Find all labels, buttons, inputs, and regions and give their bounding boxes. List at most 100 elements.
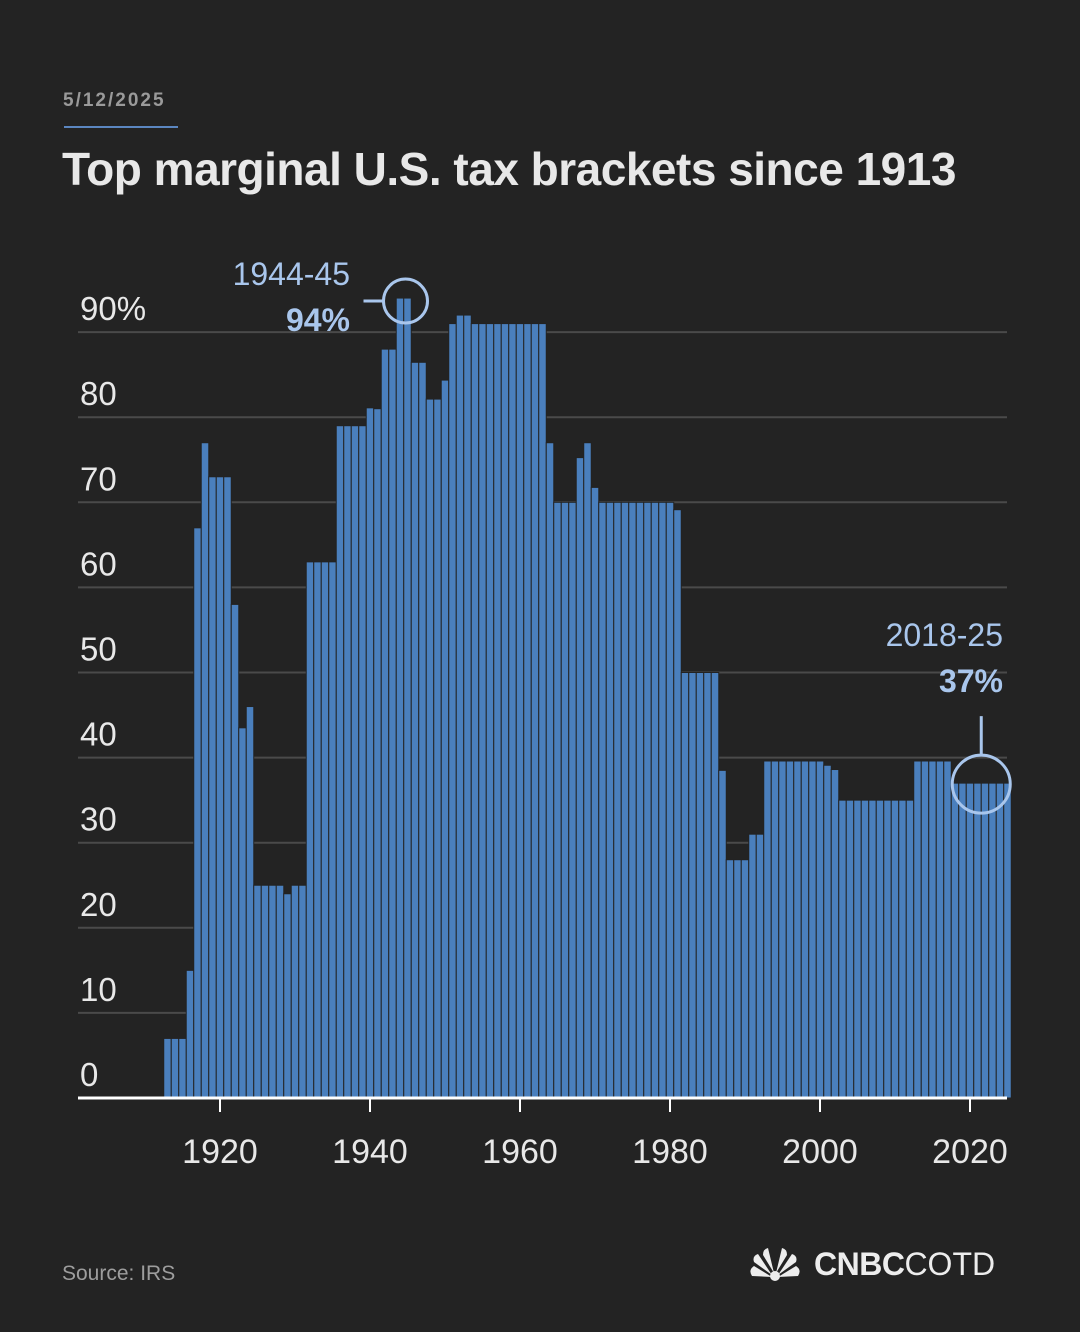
brand-cnbc: CNBC [814,1245,905,1282]
bar-1946 [410,361,420,1099]
bar-2022 [980,782,990,1099]
bar-1949 [433,398,442,1099]
bar-1924 [245,706,255,1099]
bar-1993 [763,760,772,1099]
bar-1988 [725,859,735,1099]
bar-1973 [613,501,622,1099]
bar-1968 [575,457,585,1099]
bar-1927 [268,884,277,1099]
bars [163,297,1012,1099]
bar-1930 [290,884,300,1099]
bar-1970 [590,486,600,1099]
y-tick-label-80: 80 [80,375,117,412]
bar-1959 [508,323,517,1099]
bar-1948 [425,398,435,1099]
bar-1958 [500,323,510,1099]
bar-1982 [680,672,690,1099]
bar-2013 [913,760,922,1099]
x-tick-label-2000: 2000 [782,1133,858,1171]
bar-1928 [275,884,285,1099]
bar-1977 [643,501,652,1099]
bar-1943 [388,348,397,1099]
y-tick-label-40: 40 [80,716,117,753]
bar-1918 [200,442,210,1099]
bar-1997 [793,760,802,1099]
bar-2021 [973,782,982,1099]
y-axis-ticks: 0 10 20 30 40 50 60 70 80 90% [80,290,146,1093]
annotations: 1944-45 94% 2018-25 37% [233,256,1012,815]
bar-2006 [860,799,870,1099]
bar-2010 [890,799,900,1099]
bar-2000 [815,760,825,1099]
bar-1952 [455,314,465,1099]
bar-2005 [853,799,862,1099]
bar-1963 [538,323,547,1099]
bar-1954 [470,323,480,1099]
date-label: 5/12/2025 [63,90,166,111]
bar-2003 [838,799,847,1099]
brand-cotd: COTD [904,1245,996,1282]
bar-1953 [463,314,472,1099]
bar-1936 [335,425,345,1099]
bar-2001 [823,764,832,1099]
bar-1915 [178,1037,187,1099]
y-tick-label-70: 70 [80,460,117,497]
y-tick-label-60: 60 [80,545,117,582]
bar-1921 [223,476,232,1099]
bar-1940 [365,407,375,1099]
x-tick-label-1980: 1980 [632,1133,708,1171]
bar-1917 [193,527,202,1099]
bar-1922 [230,603,240,1099]
bar-1965 [553,501,562,1099]
bar-1985 [703,672,712,1099]
bar-1969 [583,442,592,1099]
annotation-value-peak: 94% [286,302,350,338]
bar-1972 [605,501,615,1099]
bar-1971 [598,501,607,1099]
bar-1931 [298,884,307,1099]
y-tick-label-20: 20 [80,886,117,923]
bar-1955 [478,323,487,1099]
y-tick-label-30: 30 [80,801,117,838]
bar-1947 [418,361,427,1099]
bar-1999 [808,760,817,1099]
bar-1976 [635,501,645,1099]
bar-1995 [778,760,787,1099]
bar-1923 [238,727,247,1099]
bar-1987 [718,769,727,1099]
x-tick-label-1940: 1940 [332,1133,408,1171]
x-tick-label-2020: 2020 [932,1133,1008,1171]
bar-1960 [515,323,525,1099]
bar-1920 [215,476,225,1099]
bar-2024 [995,782,1005,1099]
bar-2014 [920,760,930,1099]
bar-2018 [950,782,960,1099]
bar-2020 [965,782,975,1099]
bar-1957 [493,323,502,1099]
bar-1992 [755,833,765,1099]
x-tick-label-1960: 1960 [482,1133,558,1171]
bar-2007 [868,799,877,1099]
bar-1937 [343,425,352,1099]
date-underline [64,126,178,128]
bar-1939 [358,425,367,1099]
x-axis-ticks: 1920 1940 1960 1980 2000 2020 [182,1098,1008,1171]
cnbc-logo: CNBC COTD [744,1244,995,1284]
bar-1956 [485,323,495,1099]
bar-1913 [163,1037,172,1099]
peacock-icon [750,1248,800,1281]
bar-2017 [943,760,952,1099]
bar-1933 [313,561,322,1099]
bar-1991 [748,833,757,1099]
bar-2008 [875,799,885,1099]
bar-1942 [380,348,390,1099]
bar-2012 [905,799,915,1099]
source-label: Source: IRS [62,1262,176,1285]
bar-1951 [448,323,457,1099]
bar-1916 [185,969,195,1099]
bar-1945 [403,297,412,1099]
annotation-label-peak: 1944-45 [233,256,350,292]
bar-1994 [770,760,780,1099]
bar-1950 [440,379,450,1099]
